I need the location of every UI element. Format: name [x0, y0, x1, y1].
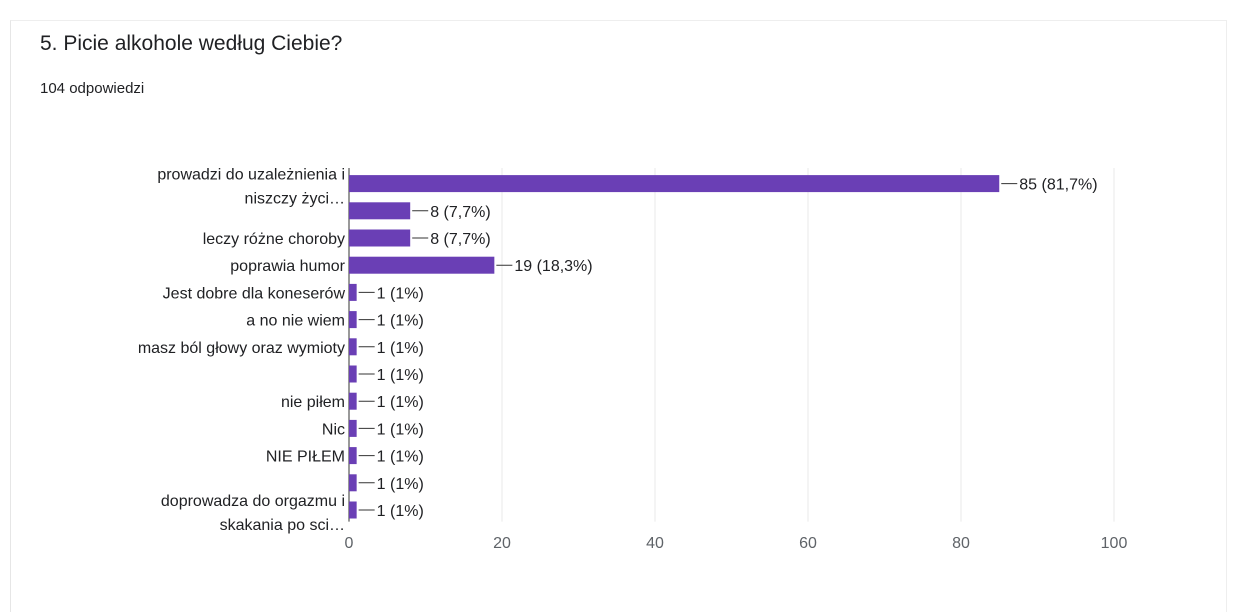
- bar: [349, 175, 1000, 193]
- value-label: 1 (1%): [377, 476, 424, 493]
- category-label: skakania po sci…: [220, 517, 345, 534]
- grid-lines: [348, 168, 1115, 522]
- bar: [349, 338, 357, 356]
- category-label: doprowadza do orgazmu i: [161, 493, 345, 510]
- bar: [349, 202, 411, 220]
- bar: [349, 283, 357, 301]
- value-label: 19 (18,3%): [514, 258, 592, 275]
- value-label: 1 (1%): [377, 340, 424, 357]
- x-tick-label: 40: [646, 535, 664, 552]
- bar: [349, 229, 411, 247]
- x-tick-label: 60: [799, 535, 817, 552]
- category-label: Jest dobre dla koneserów: [163, 285, 346, 302]
- x-axis-ticks: 0 20 40 60 80 100: [345, 535, 1128, 552]
- response-count: 104 odpowiedzi: [40, 80, 145, 97]
- bar: [349, 447, 357, 465]
- value-label: 85 (81,7%): [1019, 177, 1097, 194]
- category-label: poprawia humor: [230, 258, 345, 275]
- category-label: masz ból głowy oraz wymioty: [138, 340, 345, 357]
- bar: [349, 419, 357, 437]
- value-label: 1 (1%): [377, 394, 424, 411]
- category-labels: prowadzi do uzależnienia i niszczy życi… l…: [138, 167, 346, 534]
- question-title: 5. Picie alkohole według Ciebie?: [40, 32, 343, 55]
- category-label: leczy różne choroby: [203, 231, 345, 248]
- x-tick-label: 0: [345, 535, 354, 552]
- category-label: prowadzi do uzależnienia i: [157, 167, 345, 184]
- bar: [349, 365, 357, 383]
- x-tick-label: 20: [493, 535, 511, 552]
- bar: [349, 311, 357, 329]
- bar: [349, 392, 357, 410]
- value-label: 1 (1%): [377, 367, 424, 384]
- bar: [349, 501, 357, 519]
- question-card: [10, 20, 1227, 612]
- category-label: niszczy życi…: [245, 191, 345, 208]
- bar: [349, 474, 357, 492]
- category-label: nie piłem: [281, 394, 345, 411]
- value-label: 8 (7,7%): [430, 204, 490, 221]
- category-label: Nic: [322, 421, 345, 438]
- bar: [349, 256, 495, 274]
- value-label: 1 (1%): [377, 503, 424, 520]
- x-tick-label: 80: [952, 535, 970, 552]
- value-label: 1 (1%): [377, 449, 424, 466]
- value-label: 8 (7,7%): [430, 231, 490, 248]
- bars: 85 (81,7%) 8 (7,7%) 8 (7,7%) 19 (18,3%) 1 (1…: [349, 175, 1098, 520]
- category-label: NIE PIŁEM: [266, 449, 345, 466]
- x-tick-label: 100: [1101, 535, 1128, 552]
- category-label: a no nie wiem: [246, 313, 345, 330]
- value-label: 1 (1%): [377, 313, 424, 330]
- value-label: 1 (1%): [377, 285, 424, 302]
- value-label: 1 (1%): [377, 421, 424, 438]
